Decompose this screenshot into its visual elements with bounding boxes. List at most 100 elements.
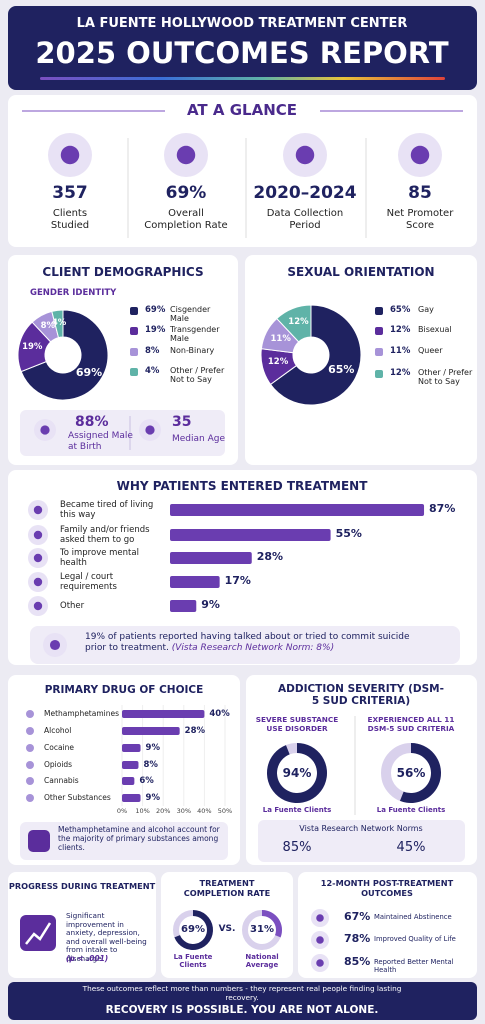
bar-value: 8% xyxy=(143,759,158,770)
outcome-value: 67% xyxy=(344,910,371,923)
outcome-label: Maintained Abstinence xyxy=(374,913,452,921)
ring-caption: La Fuente Clients xyxy=(173,953,213,970)
legend-swatch xyxy=(375,348,383,356)
icon xyxy=(60,145,80,165)
bar-label: Other xyxy=(60,600,85,611)
legend-value: 65% xyxy=(390,305,411,315)
legend-value: 11% xyxy=(390,346,411,356)
card xyxy=(246,675,477,865)
stat-label: Overall Completion Rate xyxy=(144,208,228,231)
segment-label: 8% xyxy=(40,321,56,332)
icon xyxy=(49,639,61,651)
stat-value: 85 xyxy=(408,183,432,203)
legend-swatch xyxy=(375,307,383,315)
icon xyxy=(20,915,56,951)
icon xyxy=(33,553,43,563)
section-title: 12-MONTH POST-TREATMENT OUTCOMES xyxy=(320,878,454,898)
bar-label: Cannabis xyxy=(44,775,79,785)
ring-caption: National Average xyxy=(245,953,279,970)
bar-label: Alcohol xyxy=(44,725,72,735)
section-title: PROGRESS DURING TREATMENT xyxy=(8,881,156,891)
icon xyxy=(26,777,34,785)
card xyxy=(8,675,240,865)
legend-label: Transgender Male xyxy=(170,325,220,344)
bar xyxy=(122,777,135,785)
vs-label: VS. xyxy=(218,924,236,934)
card xyxy=(20,410,225,456)
card xyxy=(8,872,156,978)
ring-value xyxy=(262,910,282,938)
legend-value: 12% xyxy=(390,368,411,378)
fact-label: Assigned Male at Birth xyxy=(68,431,133,452)
section-title: ADDICTION SEVERITY (DSM-5 SUD CRITERIA) xyxy=(278,683,444,708)
legend-label: Gay xyxy=(418,305,434,314)
ring-title: EXPERIENCED ALL 11 DSM-5 SUD CRITERIA xyxy=(367,715,455,733)
fact-value: 35 xyxy=(172,414,192,430)
bar xyxy=(170,576,220,588)
bar-value: 28% xyxy=(184,725,206,736)
card xyxy=(258,820,465,862)
legend-value: 4% xyxy=(145,366,160,376)
norm-value: 45% xyxy=(396,840,426,855)
x-tick-label: 20% xyxy=(155,807,171,815)
ring-value xyxy=(267,743,327,803)
legend-label: Other / Prefer Not to Say xyxy=(418,368,473,387)
bar-label: To improve mental health xyxy=(60,547,139,568)
icon-line xyxy=(25,922,52,945)
outcome-value: 78% xyxy=(344,932,371,945)
bar-value: 17% xyxy=(224,574,251,588)
bar xyxy=(170,552,252,564)
icon xyxy=(410,145,430,165)
bar xyxy=(122,794,141,802)
icon xyxy=(40,425,50,435)
ring-label: 56% xyxy=(396,765,426,780)
legend-value: 12% xyxy=(390,325,411,335)
stat-value: 357 xyxy=(52,183,88,203)
norms-title: Vista Research Network Norms xyxy=(299,824,423,833)
x-tick-label: 50% xyxy=(217,807,233,815)
ring-value xyxy=(399,743,441,803)
outcome-label: Reported Better Mental Health xyxy=(374,958,454,975)
legend-label: Bisexual xyxy=(418,325,452,334)
icon xyxy=(28,830,50,852)
stat-value: 69% xyxy=(165,183,207,203)
legend-swatch xyxy=(130,348,138,356)
p-value: (p < .001) xyxy=(66,954,109,963)
icon xyxy=(145,425,155,435)
legend-swatch xyxy=(130,327,138,335)
stat-label: Net Promoter Score xyxy=(386,208,454,231)
bar-value: 87% xyxy=(429,502,456,516)
ring-label: 31% xyxy=(250,923,274,935)
note: 19% of patients reported having talked a… xyxy=(85,632,425,653)
fact-value: 88% xyxy=(75,414,109,430)
bar-value: 28% xyxy=(256,550,284,564)
outcome-value: 85% xyxy=(344,955,371,968)
ring-label: 69% xyxy=(181,923,205,935)
bar-value: 6% xyxy=(139,775,154,786)
bar xyxy=(122,744,141,752)
org-name: LA FUENTE HOLLYWOOD TREATMENT CENTER xyxy=(76,16,408,31)
card xyxy=(8,95,477,247)
norm-value: 85% xyxy=(282,840,312,855)
bar-label: Methamphetamines xyxy=(44,708,120,718)
ring-caption: La Fuente Clients xyxy=(376,806,446,814)
x-tick-label: 10% xyxy=(135,807,150,815)
section-title: WHY PATIENTS ENTERED TREATMENT xyxy=(116,479,368,493)
segment-label: 4% xyxy=(51,317,67,328)
note: Methamphetamine and alcohol account for … xyxy=(58,825,220,852)
stat-label: Data Collection Period xyxy=(266,208,344,231)
legend-label: Cisgender Male xyxy=(170,305,211,324)
legend-value: 69% xyxy=(145,305,166,315)
legend-swatch xyxy=(130,368,138,376)
bar-label: Legal / court requirements xyxy=(60,571,117,592)
icon xyxy=(33,530,43,540)
ring-value xyxy=(174,910,213,950)
card xyxy=(298,872,477,978)
ring-title: SEVERE SUBSTANCE USE DISORDER xyxy=(255,715,339,733)
legend-swatch xyxy=(375,370,383,378)
fact-label: Median Age xyxy=(172,434,226,444)
pie-segment xyxy=(20,309,109,401)
section-title: AT A GLANCE xyxy=(186,101,298,119)
bar xyxy=(170,529,331,541)
